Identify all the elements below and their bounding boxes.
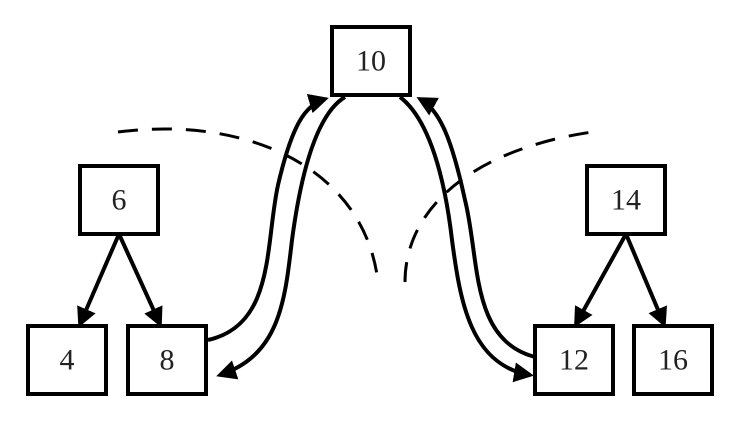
node-label: 6 (112, 184, 127, 217)
node-label: 8 (160, 344, 175, 377)
tree-edge-n14-n12 (574, 233, 628, 328)
node-label: 10 (356, 45, 386, 78)
node-14: 14 (585, 164, 667, 236)
node-8: 8 (126, 324, 208, 396)
node-label: 14 (611, 184, 641, 217)
node-12: 12 (533, 324, 615, 396)
tree-edges (77, 233, 667, 328)
tree-edge-n6-n8 (117, 233, 163, 328)
rotation-arrows-left (207, 94, 347, 380)
node-label: 12 (559, 344, 589, 377)
node-label: 16 (658, 344, 688, 377)
dashed-link-right (403, 130, 593, 283)
node-label: 4 (60, 344, 75, 377)
dashed-link-left (117, 127, 380, 283)
node-4: 4 (26, 324, 108, 396)
rotation-arrows-right (398, 95, 536, 383)
node-10: 10 (330, 25, 412, 97)
tree-edge-n6-n4 (77, 233, 121, 328)
node-6: 6 (78, 164, 160, 236)
node-16: 16 (632, 324, 714, 396)
tree-edge-n14-n16 (624, 233, 667, 328)
